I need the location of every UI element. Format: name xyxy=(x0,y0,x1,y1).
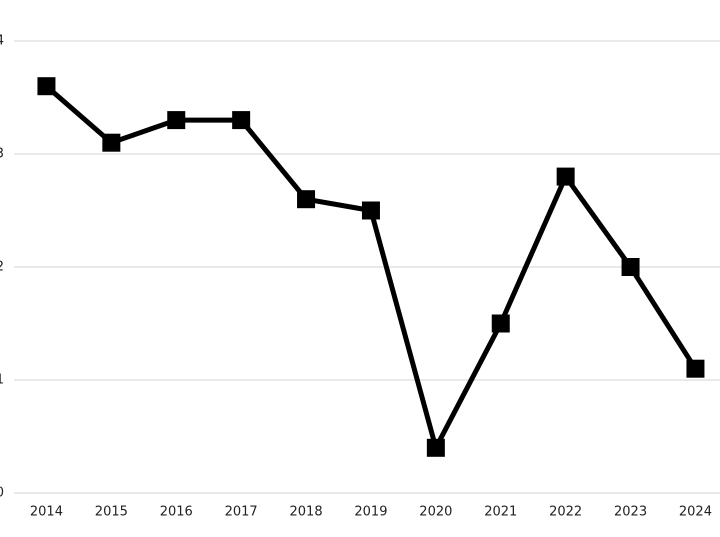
marker xyxy=(556,167,575,186)
x-tick-label: 2018 xyxy=(290,505,323,520)
y-tick-label: 4 xyxy=(0,34,4,49)
x-tick-label: 2024 xyxy=(679,505,712,520)
marker xyxy=(167,111,186,130)
x-tick-label: 2019 xyxy=(354,505,387,520)
x-tick-label: 2017 xyxy=(225,505,258,520)
y-tick-label: 2 xyxy=(0,260,4,275)
marker xyxy=(686,359,705,378)
x-tick-label: 2021 xyxy=(484,505,517,520)
marker xyxy=(297,190,316,209)
x-tick-label: 2020 xyxy=(419,505,452,520)
x-tick-label: 2015 xyxy=(95,505,128,520)
x-tick-label: 2014 xyxy=(30,505,63,520)
y-tick-label: 1 xyxy=(0,373,4,388)
x-tick-label: 2022 xyxy=(549,505,582,520)
marker xyxy=(621,258,640,276)
y-tick-label: 0 xyxy=(0,486,4,501)
marker xyxy=(232,111,251,130)
x-tick-label: 2016 xyxy=(160,505,193,520)
x-tick-label: 2023 xyxy=(614,505,647,520)
marker xyxy=(491,314,510,333)
marker xyxy=(361,201,380,220)
y-tick-labels: 0 1 2 3 4 xyxy=(0,34,4,501)
marker xyxy=(102,133,121,152)
y-tick-label: 3 xyxy=(0,147,4,162)
marker xyxy=(37,77,56,96)
marker xyxy=(426,438,445,457)
